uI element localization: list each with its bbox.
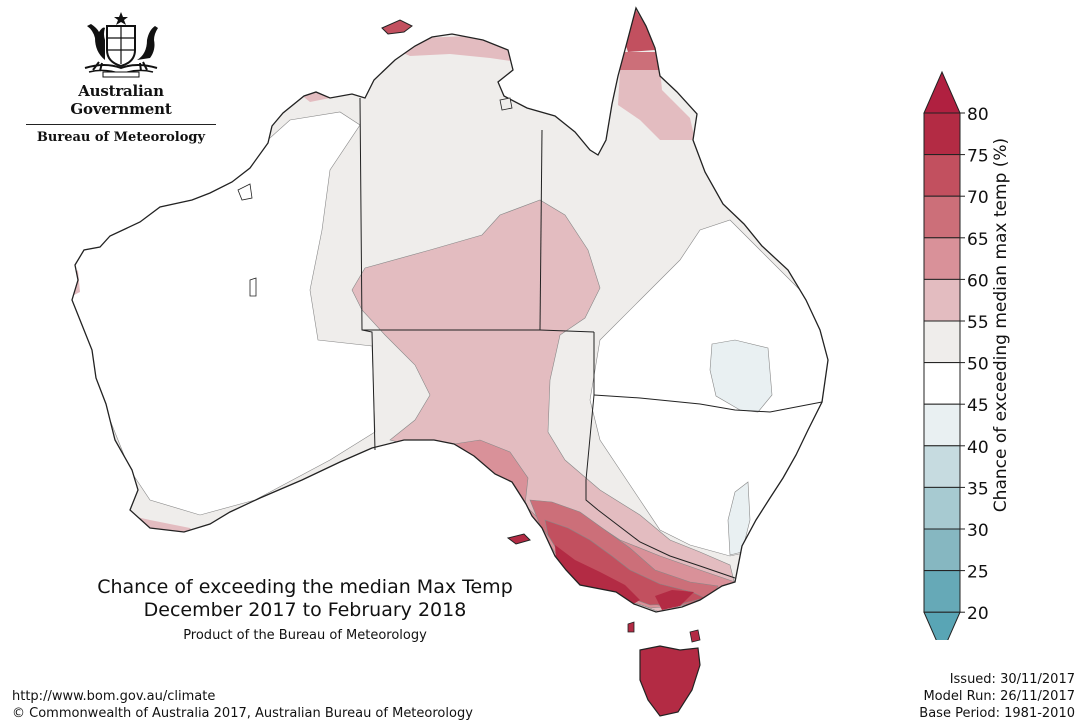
kangaroo-island <box>506 533 531 545</box>
footer-left: http://www.bom.gov.au/climate © Commonwe… <box>12 688 473 722</box>
legend-tick-label: 80 <box>967 105 989 125</box>
legend-swatch <box>923 362 961 405</box>
legend-tick-label: 70 <box>967 188 989 208</box>
tasmania <box>639 645 701 717</box>
legend-tick-label: 75 <box>967 147 989 167</box>
government-name: Australian Government <box>70 82 172 118</box>
coat-of-arms-icon <box>84 12 158 78</box>
legend-tick-label: 30 <box>967 521 989 541</box>
legend-swatch <box>923 445 961 488</box>
lake-outline <box>249 277 257 297</box>
copyright-text: © Commonwealth of Australia 2017, Austra… <box>12 706 473 721</box>
legend-tick-label: 40 <box>967 438 989 458</box>
legend-tick-label: 60 <box>967 271 989 291</box>
legend-tick-label: 55 <box>967 313 989 333</box>
legend-swatch <box>923 278 961 322</box>
legend-tick-label: 25 <box>967 563 989 583</box>
legend-overflow-triangle <box>923 70 961 114</box>
government-logo: Australian Government Bureau of Meteorol… <box>26 10 216 145</box>
king-island <box>627 621 635 633</box>
melville-island <box>381 19 413 35</box>
legend-tick-label: 20 <box>967 604 989 624</box>
legend-underflow-triangle <box>923 611 961 640</box>
base-period: Base Period: 1981-2010 <box>919 706 1075 721</box>
model-run-date: Model Run: 26/11/2017 <box>923 689 1075 704</box>
legend: 80 75 70 65 60 55 50 45 40 35 30 25 20 Chance of exc… <box>923 70 1011 640</box>
legend-swatch <box>923 486 961 530</box>
legend-swatch <box>923 195 961 239</box>
legend-label: Chance of exceeding median max temp (%) <box>991 138 1011 512</box>
lake-outline <box>237 183 253 201</box>
legend-swatch <box>923 320 961 364</box>
legend-tick-label: 50 <box>967 355 989 375</box>
state-borders <box>359 97 823 579</box>
footer-right: Issued: 30/11/2017 Model Run: 26/11/2017… <box>919 671 1075 722</box>
legend-tick-label: 35 <box>967 479 989 499</box>
map-product-note: Product of the Bureau of Meteorology <box>183 628 427 643</box>
legend-swatch <box>923 112 961 156</box>
map-title-block: Chance of exceeding the median Max Temp … <box>40 576 570 643</box>
legend-swatch <box>923 528 961 572</box>
map-period: December 2017 to February 2018 <box>143 599 467 621</box>
legend-swatch <box>923 154 961 197</box>
map-title: Chance of exceeding the median Max Temp <box>97 576 513 598</box>
legend-ticks: 80 75 70 65 60 55 50 45 40 35 30 25 20 <box>960 105 989 624</box>
legend-swatch <box>923 403 961 447</box>
legend-swatches <box>923 70 961 640</box>
probability-zones <box>72 10 828 612</box>
legend-swatch <box>923 237 961 280</box>
legend-tick-label: 65 <box>967 230 989 250</box>
flinders-island <box>689 629 701 643</box>
logo-divider <box>26 124 216 125</box>
bureau-name: Bureau of Meteorology <box>36 130 206 145</box>
bom-climate-link[interactable]: http://www.bom.gov.au/climate <box>12 689 216 704</box>
legend-tick-label: 45 <box>967 396 989 416</box>
legend-swatch <box>923 570 961 613</box>
issued-date: Issued: 30/11/2017 <box>949 672 1075 687</box>
groote-eylandt <box>499 97 513 111</box>
